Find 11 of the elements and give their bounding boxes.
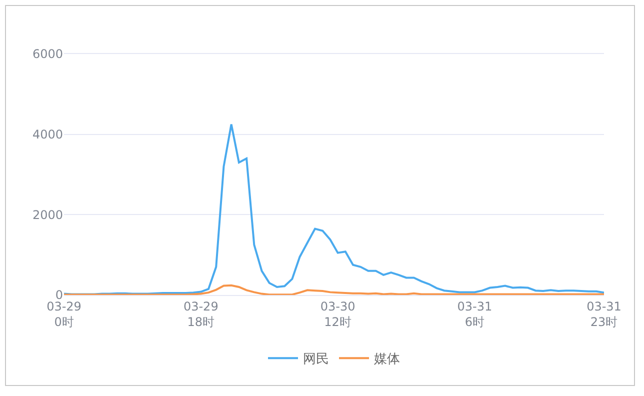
x-tick-label: 03-30 12时 [320, 299, 356, 329]
x-tick-label: 03-29 18时 [183, 299, 218, 329]
line-series [64, 284, 604, 295]
y-tick-label: 2000 [32, 208, 63, 222]
x-tick-label: 03-31 23时 [586, 299, 622, 329]
y-tick-label: 4000 [32, 128, 63, 142]
x-tick-label: 03-31 6时 [457, 299, 492, 329]
legend-label: 媒体 [374, 352, 400, 368]
line-series [64, 123, 604, 295]
legend-label: 网民 [303, 352, 329, 368]
y-tick-label: 6000 [32, 47, 63, 62]
